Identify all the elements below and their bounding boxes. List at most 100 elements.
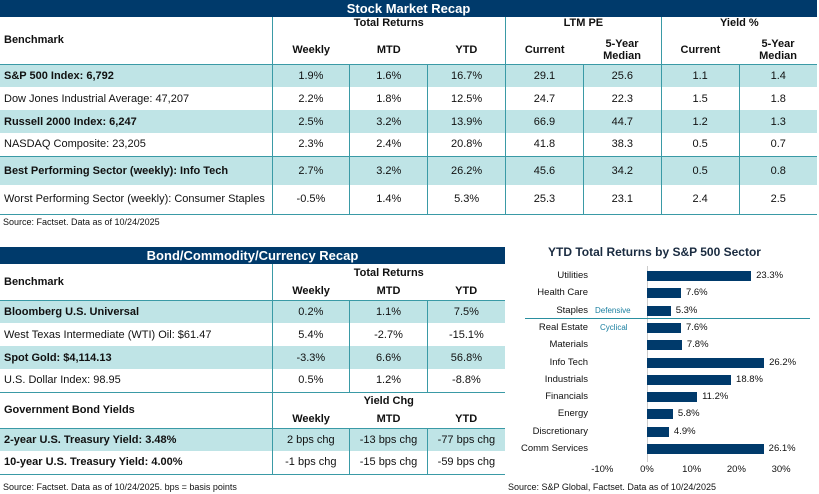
benchmark-name: U.S. Dollar Index: 98.95 [4,374,121,387]
data-label: 26.2% [769,356,797,368]
cell-value: 2.4 [660,185,740,215]
cell-value: 25.6 [582,63,662,87]
table-row: Bloomberg U.S. Universal 0.2% 1.1% 7.5% [0,299,505,323]
cell-value: 0.5 [660,133,740,156]
cell-value: 0.2% [271,299,350,323]
group-header: Total Returns [271,17,506,37]
category-label: Utilities [557,270,588,281]
cell-value: 29.1 [505,63,584,87]
column-header: Current [505,37,584,64]
category-label: Info Tech [549,356,588,368]
benchmark-name: Spot Gold: $4,114.13 [0,346,272,369]
cell-value: 1.5 [660,87,740,110]
category-label: Financials [545,391,588,403]
bond-recap-table: Benchmark Total Returns Weekly MTD YTD Bloomb… [0,264,505,475]
benchmark-name: West Texas Intermediate (WTI) Oil: $61.4… [4,328,212,341]
bond-source: Source: Factset. Data as of 10/24/2025. … [3,482,237,492]
cell-value: 0.5 [660,155,740,185]
cell-value: 26.2% [427,155,506,185]
cell-value: 24.7 [505,87,584,110]
cell-value: 0.7 [738,133,817,156]
table-row: 2-year U.S. Treasury Yield: 3.48% 2 bps c… [0,427,505,451]
benchmark-name: 10-year U.S. Treasury Yield: 4.00% [0,451,272,475]
column-header: YTD [455,284,478,297]
cell-value: 2.2% [271,87,350,110]
bar [647,322,681,333]
x-tick-label: 30% [771,464,791,475]
cell-value: -2.7% [349,323,428,346]
cell-value: 1.8 [738,87,817,110]
cell-value: 1.1 [660,63,740,87]
cell-value: 2.5% [271,110,350,133]
cell-value: -15.1% [426,323,505,346]
cell-value: 12.5% [427,87,506,110]
benchmark-name: Dow Jones Industrial Average: 47,207 [4,92,190,105]
data-label: 7.6% [685,287,708,299]
cell-value: 38.3 [582,133,662,156]
group-header: Yield Chg [271,391,505,410]
data-label: 23.3% [756,270,784,281]
defensive-cyclical-divider [525,318,810,319]
x-tick-label: 0% [640,464,654,475]
cell-value: -3.3% [271,346,350,369]
cell-value: 20.8% [427,133,506,156]
cell-value: 1.2 [660,110,740,133]
data-label: 4.9% [673,425,696,437]
cell-value: -13 bps chg [349,427,428,451]
table-row: West Texas Intermediate (WTI) Oil: $61.4… [0,323,505,346]
table-row: Worst Performing Sector (weekly): Consum… [0,185,817,215]
cell-value: -0.5% [271,185,350,215]
cell-value: 13.9% [427,110,506,133]
cell-value: 16.7% [427,63,506,87]
bar [647,444,764,454]
cell-value: 0.8 [738,155,817,185]
category-label: Materials [549,339,588,351]
column-header: MTD [376,284,401,297]
x-tick-label: 20% [726,464,746,475]
benchmark-name: Worst Performing Sector (weekly): Consum… [0,185,272,215]
cell-value: 2.3% [271,133,350,156]
gov-bond-header: Government Bond Yields [0,391,272,428]
benchmark-name: S&P 500 Index: 6,792 [0,63,272,87]
group-header: Yield % [660,17,817,37]
benchmark-name: Best Performing Sector (weekly): Info Te… [0,155,272,185]
table-row: S&P 500 Index: 6,792 1.9% 1.6% 16.7% 29.1 25.… [0,63,817,87]
category-label: Energy [557,408,588,420]
column-header: Current [660,37,740,64]
column-header: 5-Year Median [603,38,641,63]
cell-value: 44.7 [582,110,662,133]
cell-value: -1 bps chg [271,451,350,475]
bond-recap-title: Bond/Commodity/Currency Recap [0,247,505,264]
data-label: 7.8% [686,339,709,351]
bar [647,426,669,437]
bar [647,305,671,316]
table-row: U.S. Dollar Index: 98.95 0.5% 1.2% -8.8% [0,369,505,392]
cell-value: 5.3% [427,185,506,215]
cell-value: 25.3 [505,185,584,215]
category-label: Industrials [544,373,588,385]
category-label: Comm Services [520,443,588,454]
column-header: MTD [376,412,401,425]
cell-value: 23.1 [582,185,662,215]
bar [647,271,752,281]
benchmark-header: Benchmark [4,34,64,47]
benchmark-header: Benchmark [4,275,64,288]
annotation-defensive: Defensive [595,306,631,315]
cell-value: 1.2% [349,369,428,392]
annotation-cyclical: Cyclical [600,323,628,332]
cell-value: 0.5% [271,369,350,392]
cell-value: 1.9% [271,63,350,87]
bar [647,340,682,351]
cell-value: 3.2% [349,110,428,133]
bar [647,392,698,403]
benchmark-name: NASDAQ Composite: 23,205 [4,138,146,151]
table-row: Russell 2000 Index: 6,247 2.5% 3.2% 13.9% 66… [0,110,817,133]
category-label: Staples [556,304,588,316]
cell-value: 7.5% [426,299,505,323]
group-header: LTM PE [505,17,662,37]
cell-value: 45.6 [505,155,584,185]
cell-value: 56.8% [426,346,505,369]
data-label: 18.8% [736,373,763,385]
table-row: Best Performing Sector (weekly): Info Te… [0,155,817,185]
cell-value: 5.4% [271,323,350,346]
